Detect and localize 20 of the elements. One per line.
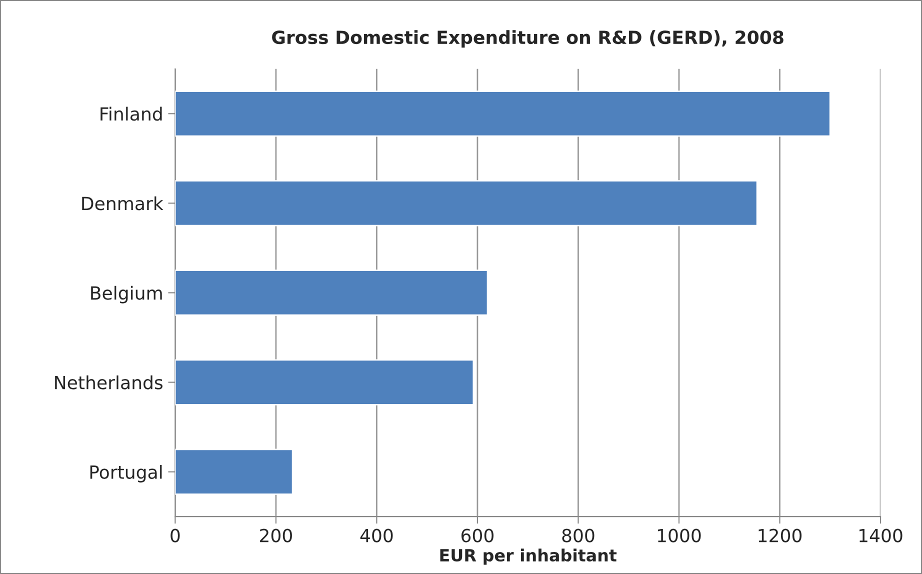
x-tick-label: 800 (562, 528, 594, 542)
bar (175, 448, 294, 495)
y-tick-label: Denmark (82, 196, 164, 210)
x-tick-label: 600 (461, 528, 494, 542)
y-tick-label: Belgium (91, 286, 162, 304)
bar (175, 270, 488, 316)
y-tick-label: Portugal (90, 464, 162, 482)
x-tick-label: 1400 (860, 528, 902, 542)
x-tick-label: 0 (170, 528, 180, 542)
x-tick-label: 1200 (758, 528, 802, 542)
bar (175, 90, 831, 137)
x-tick-label: 200 (260, 528, 292, 542)
x-tick-label: 1000 (658, 528, 701, 542)
x-tick-label: 400 (360, 528, 393, 542)
chart-title: Gross Domestic Expenditure on R&D (GERD), 2008 (272, 30, 784, 48)
y-tick-label: Finland (100, 106, 162, 121)
bar (175, 359, 474, 406)
x-axis-title: EUR per inhabitant (440, 548, 617, 565)
bar (175, 180, 758, 226)
y-tick-label: Netherlands (55, 375, 162, 390)
